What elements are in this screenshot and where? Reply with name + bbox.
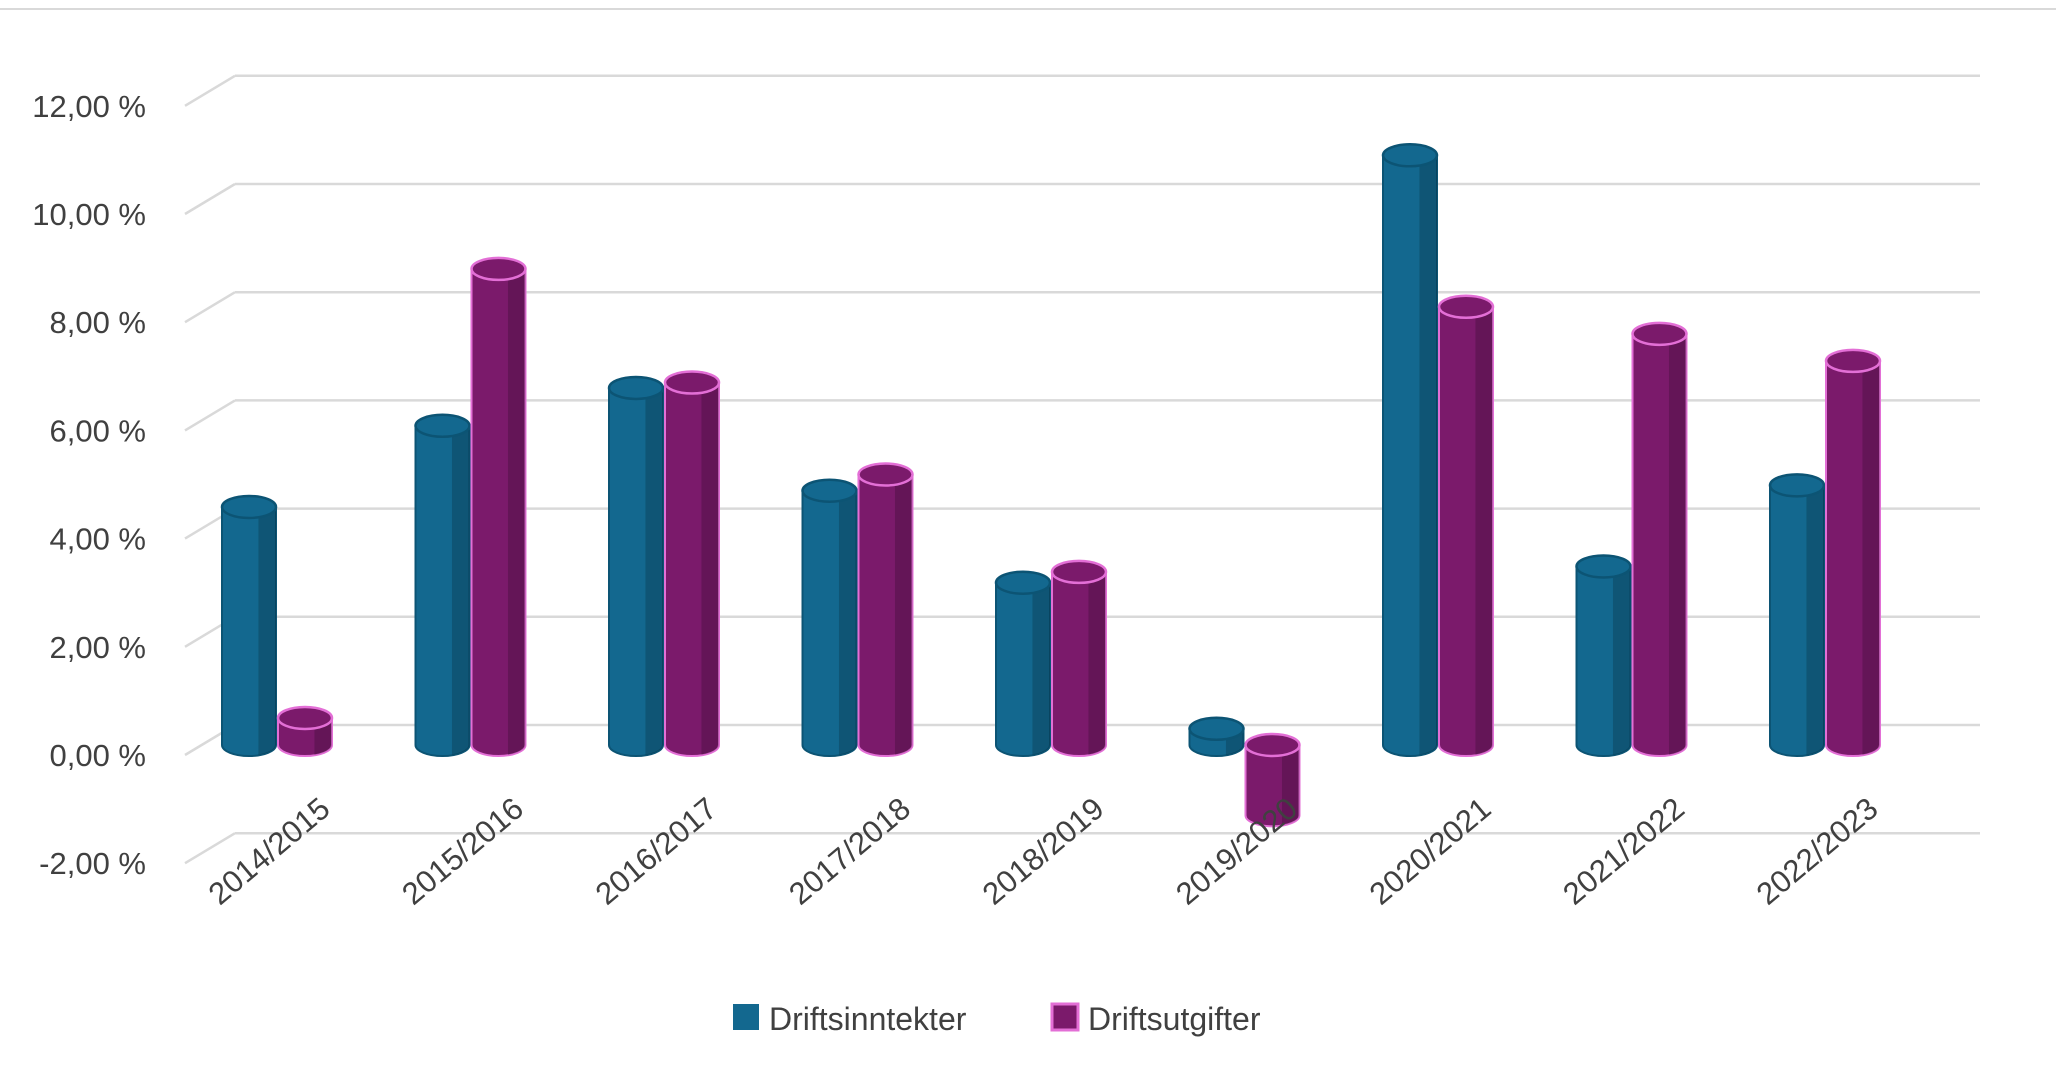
bar-shade [1612, 566, 1631, 755]
bar-cap [1381, 143, 1439, 168]
bar-shade [1088, 571, 1106, 755]
bar-driftsutgifter-2016-2017 [663, 370, 721, 757]
bar-driftsutgifter-2018-2019 [1050, 559, 1108, 757]
bar-shade [1281, 745, 1300, 826]
bar-body [1438, 305, 1494, 757]
bar-shade [838, 490, 857, 755]
bar-body [1769, 484, 1825, 757]
y-tick-label: 8,00 % [49, 305, 146, 340]
bar-body [1825, 359, 1881, 757]
x-category-label: 2019/2020 [1169, 791, 1304, 912]
bar-shade [1475, 306, 1493, 755]
bar-cap [1188, 716, 1245, 742]
bar-body [1051, 570, 1107, 757]
bar-body [1575, 565, 1632, 757]
bar-shade [451, 425, 470, 755]
legend-swatch-driftsinntekter [733, 1004, 759, 1030]
legend-label-driftsinntekter: Driftsinntekter [769, 1001, 967, 1037]
bar-driftsutgifter-2022-2023 [1824, 348, 1882, 757]
bar-cap [857, 462, 914, 487]
bar-driftsutgifter-2017-2018 [857, 462, 914, 757]
bar-shade [1419, 155, 1437, 755]
bar-driftsinntekter-2017-2018 [801, 478, 858, 757]
bar-cap [1437, 294, 1495, 320]
bar-cap [1768, 473, 1826, 498]
bar-driftsutgifter-2014-2015 [276, 705, 334, 757]
bar-driftsinntekter-2020-2021 [1381, 143, 1439, 757]
gridline-depth [184, 291, 236, 324]
y-tick-label: 4,00 % [49, 522, 146, 557]
bar-cap [801, 478, 858, 503]
bar-driftsinntekter-2019-2020 [1188, 716, 1245, 757]
bar-cap [414, 413, 471, 439]
bar-shade [1668, 333, 1687, 755]
gridline-depth [184, 182, 236, 216]
bar-cap [1824, 348, 1882, 374]
bar-body [801, 489, 858, 757]
y-tick-label: 6,00 % [49, 413, 146, 448]
x-category-label: 2022/2023 [1750, 791, 1885, 912]
bar-driftsinntekter-2015-2016 [414, 413, 471, 757]
y-tick-label: -2,00 % [39, 846, 146, 881]
bar-body [857, 473, 914, 757]
x-category-label: 2014/2015 [202, 791, 337, 912]
bar-body [664, 381, 720, 757]
bar-body [995, 581, 1051, 757]
bar-shade [507, 268, 526, 755]
bar-shade [701, 382, 719, 755]
x-category-label: 2018/2019 [976, 791, 1111, 912]
gridline-depth [184, 399, 236, 432]
bar-body [1631, 332, 1688, 757]
bar-body [1244, 744, 1301, 828]
bar-cap [1050, 559, 1108, 585]
y-tick-label: 2,00 % [49, 630, 146, 665]
bar-shade [258, 506, 276, 755]
bar-body [221, 505, 277, 757]
legend-label-driftsutgifter: Driftsutgifter [1088, 1001, 1261, 1037]
bar-shade [1806, 485, 1824, 755]
bar-driftsutgifter-2020-2021 [1437, 294, 1495, 757]
bar-shade [645, 387, 663, 755]
bar-driftsinntekter-2014-2015 [220, 494, 278, 757]
bar-driftsinntekter-2022-2023 [1768, 473, 1826, 757]
bar-driftsutgifter-2015-2016 [470, 256, 527, 757]
y-axis-tick-labels: -2,00 % 0,00 % 2,00 % 4,00 % 6,00 % 8,00 % 10,… [32, 89, 146, 881]
bar-cap [1575, 554, 1632, 579]
bar-driftsutgifter-2021-2022 [1631, 321, 1688, 757]
bar-cap [220, 494, 278, 520]
gridline-depth [184, 74, 236, 107]
bar-body [414, 424, 471, 757]
bar-body [1382, 154, 1438, 757]
bar-cap [663, 370, 721, 395]
legend: Driftsinntekter Driftsutgifter [733, 1001, 1261, 1037]
bar-body [608, 386, 664, 757]
x-category-label: 2017/2018 [782, 791, 917, 912]
x-category-label: 2020/2021 [1363, 791, 1498, 912]
bar-driftsutgifter-2019-2020 [1244, 732, 1301, 828]
bar-cap [1631, 321, 1688, 347]
bar-driftsinntekter-2021-2022 [1575, 554, 1632, 757]
y-tick-label: 10,00 % [32, 197, 146, 232]
y-tick-label: 12,00 % [32, 89, 146, 124]
bar-driftsinntekter-2016-2017 [607, 375, 665, 757]
bar-cap [1244, 732, 1301, 758]
bar-shade [894, 474, 913, 755]
x-category-label: 2016/2017 [589, 791, 724, 912]
bar-cap [470, 256, 527, 282]
y-tick-label: 0,00 % [49, 738, 146, 773]
x-category-label: 2021/2022 [1556, 791, 1691, 912]
bar-shade [1862, 360, 1880, 755]
bar-cap [994, 570, 1052, 595]
bars [220, 143, 1882, 828]
bar-body [470, 267, 527, 757]
x-category-label: 2015/2016 [395, 791, 530, 912]
bar-cap [607, 375, 665, 401]
bar-cap [276, 705, 334, 731]
x-axis-category-labels: 2014/2015 2015/2016 2016/2017 2017/2018 2018… [202, 791, 1885, 912]
bar-shade [1032, 582, 1050, 755]
gridline-depth [184, 832, 236, 865]
bar-driftsinntekter-2018-2019 [994, 570, 1052, 757]
legend-swatch-driftsutgifter [1050, 1002, 1080, 1032]
